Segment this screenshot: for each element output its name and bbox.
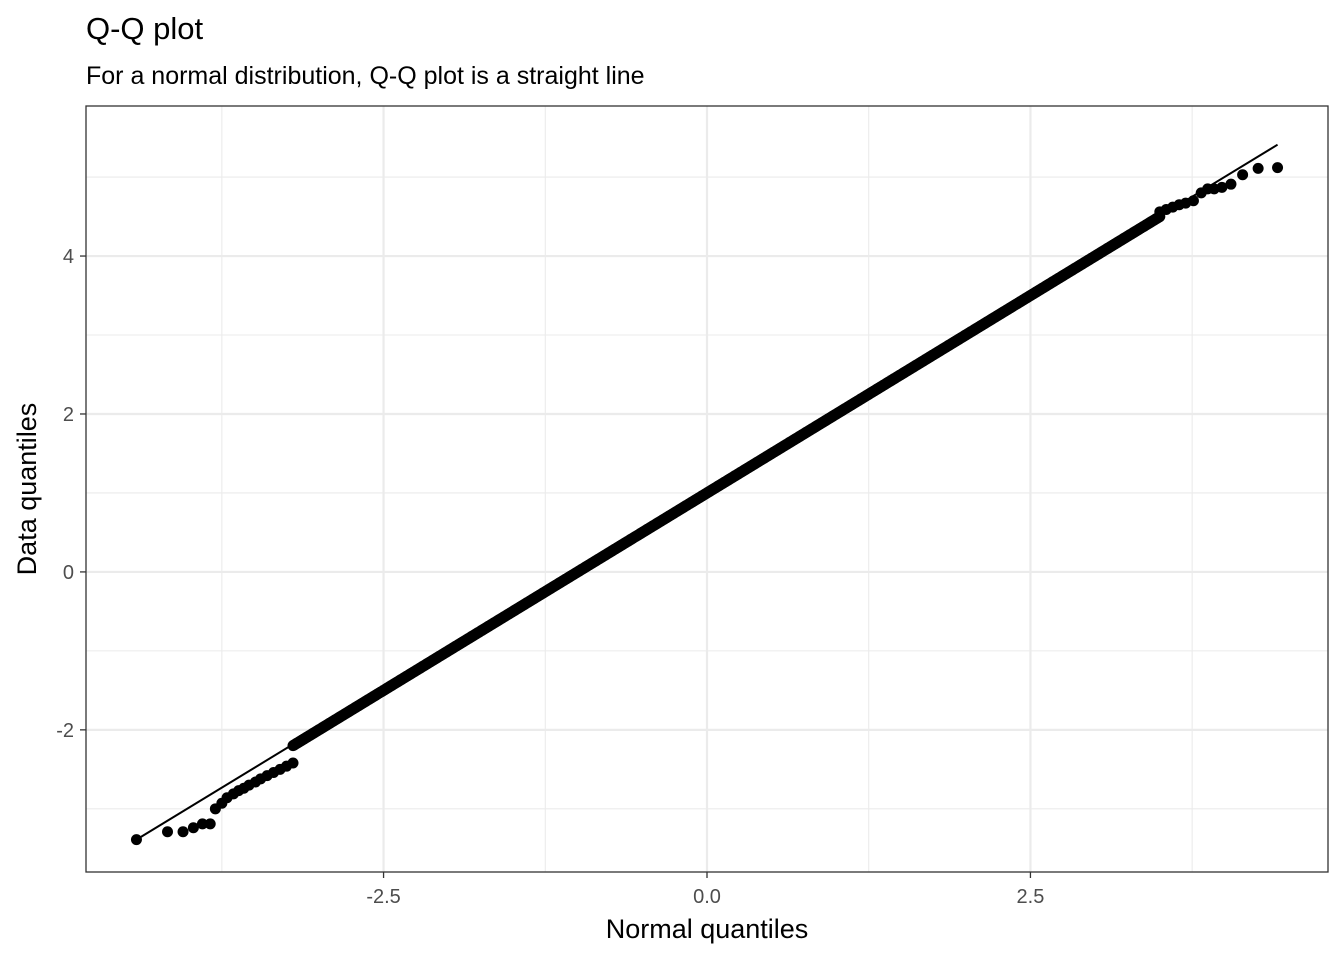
y-axis-title: Data quantiles	[12, 403, 42, 576]
data-point	[196, 818, 208, 830]
y-tick-label: -2	[56, 720, 74, 742]
chart-subtitle: For a normal distribution, Q-Q plot is a…	[86, 62, 645, 90]
data-point	[1187, 195, 1199, 207]
y-tick-label: 2	[63, 404, 74, 426]
y-tick-label: 0	[63, 562, 74, 584]
data-point	[1154, 211, 1166, 223]
axis-ticks: -2.5 0.0 2.5 -2 0 2 4	[56, 246, 1044, 908]
x-tick-label: -2.5	[366, 886, 400, 908]
data-point	[204, 818, 216, 830]
y-tick-label: 4	[63, 246, 74, 268]
data-point	[1216, 181, 1228, 193]
data-points	[130, 162, 1284, 846]
data-point	[1272, 162, 1284, 174]
data-point	[130, 834, 142, 846]
data-point	[1237, 169, 1249, 181]
data-point	[187, 822, 199, 834]
grid-lines	[86, 106, 1328, 872]
data-point	[1252, 162, 1264, 174]
data-point	[177, 826, 189, 838]
data-point	[162, 826, 174, 838]
x-axis-title: Normal quantiles	[606, 914, 809, 944]
chart-title: Q-Q plot	[86, 11, 204, 46]
data-point	[287, 757, 299, 769]
x-tick-label: 2.5	[1017, 886, 1045, 908]
x-tick-label: 0.0	[693, 886, 721, 908]
data-point	[1225, 178, 1237, 190]
